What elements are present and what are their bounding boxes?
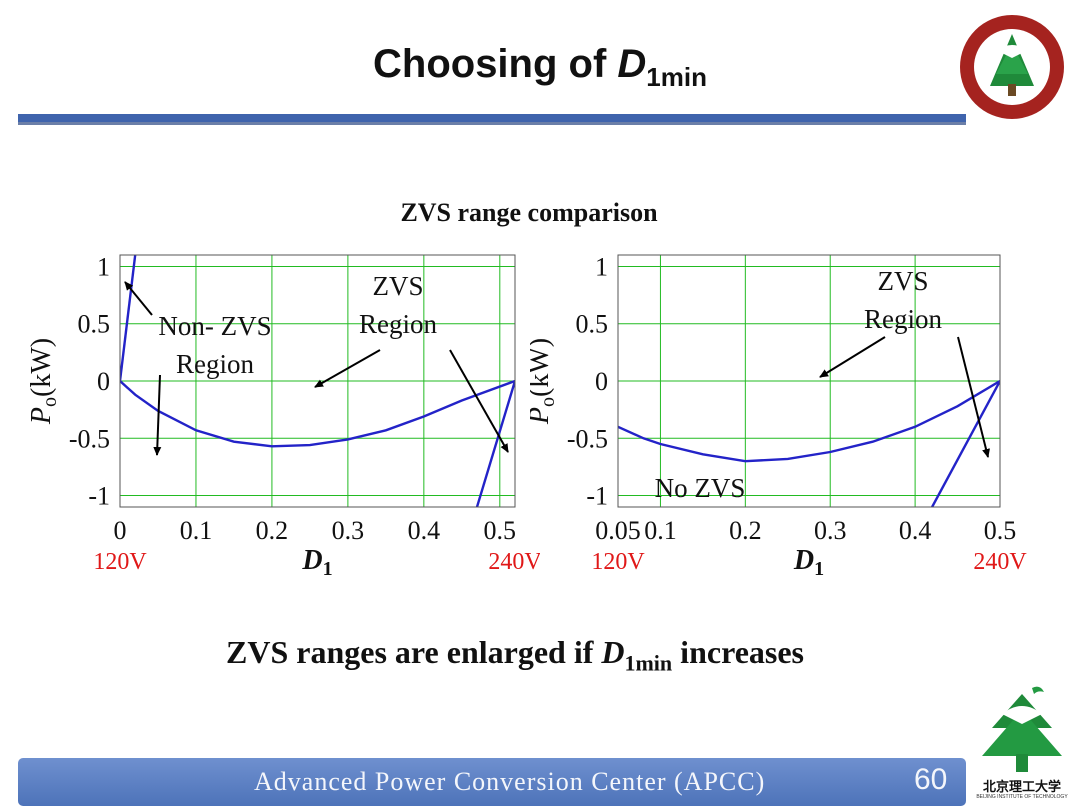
- x-end-voltage-label: 240V: [973, 549, 1027, 575]
- plot-frame: [617, 254, 1001, 508]
- y-axis-label: Po(kW): [30, 338, 61, 425]
- annotation-line: No ZVS: [655, 473, 746, 503]
- annotation-line: Region: [864, 304, 942, 334]
- annotation-arrow: [957, 336, 990, 458]
- x-axis-label: D1: [793, 545, 824, 580]
- x-tick-label: 0.5: [484, 516, 517, 545]
- x-tick-label: 0.2: [256, 516, 289, 545]
- series-line: [931, 380, 1000, 507]
- x-tick-label: 0.05: [595, 516, 641, 545]
- annotation-label: Non- ZVS Region: [158, 311, 271, 379]
- annotation-label: ZVS Region: [359, 271, 437, 339]
- annotation-label: No ZVS: [655, 473, 746, 503]
- university-seal-logo: [960, 15, 1064, 119]
- tree-icon: [982, 686, 1062, 772]
- x-start-voltage-label: 120V: [93, 549, 147, 575]
- y-tick-label: -0.5: [69, 424, 110, 453]
- y-axis-unit: (kW): [530, 338, 555, 397]
- y-tick-label: 0.5: [78, 310, 111, 339]
- y-axis-var: P: [530, 407, 555, 425]
- annotation-arrow: [314, 349, 381, 388]
- x-tick-label: 0: [114, 516, 127, 545]
- title-variable: D: [617, 42, 647, 86]
- chart-title: ZVS range comparison: [400, 198, 658, 227]
- annotation-arrow: [819, 336, 886, 378]
- x-tick-label: 0.1: [180, 516, 213, 545]
- x-axis-sub: 1: [323, 558, 333, 580]
- annotation-line: ZVS: [372, 271, 423, 301]
- conclusion-after: increases: [672, 634, 804, 670]
- x-axis-var: D: [301, 545, 322, 576]
- title-rule: [18, 114, 966, 125]
- x-tick-label: 0.3: [332, 516, 365, 545]
- x-end-voltage-label: 240V: [488, 549, 540, 575]
- plot-frame: [119, 254, 516, 508]
- series-line: [618, 379, 1000, 463]
- y-tick-label: 0: [595, 367, 608, 396]
- y-tick-label: -1: [88, 482, 110, 511]
- bit-logo: 北京理工大学 BEIJING INSTITUTE OF TECHNOLOGY: [972, 684, 1072, 806]
- x-axis-sub: 1: [814, 558, 824, 580]
- x-tick-label: 0.1: [644, 516, 677, 545]
- annotation-line: Region: [359, 309, 437, 339]
- annotation-arrow: [153, 374, 162, 456]
- y-axis-sub: o: [39, 397, 61, 407]
- annotation-arrow: [124, 281, 153, 316]
- conclusion-text: ZVS ranges are enlarged if D1min increas…: [0, 634, 1030, 676]
- annotation-line: Region: [176, 349, 254, 379]
- annotation-line: Non- ZVS: [158, 311, 271, 341]
- logo-subtext: BEIJING INSTITUTE OF TECHNOLOGY: [976, 794, 1068, 800]
- y-axis-label: Po(kW): [530, 338, 559, 425]
- y-tick-label: 0: [97, 367, 110, 396]
- annotation-line: ZVS: [877, 266, 928, 296]
- y-tick-label: 1: [97, 252, 110, 281]
- x-tick-label: 0.2: [729, 516, 762, 545]
- y-tick-label: 0.5: [576, 310, 609, 339]
- y-axis-sub: o: [537, 397, 559, 407]
- conclusion-variable: D: [601, 634, 625, 670]
- conclusion-subscript: 1min: [624, 650, 673, 676]
- y-tick-label: -0.5: [567, 424, 608, 453]
- y-axis-unit: (kW): [30, 338, 57, 397]
- series-line: [120, 255, 137, 382]
- annotation-label: ZVS Region: [864, 266, 942, 334]
- slide-title: Choosing of D1min: [0, 42, 1080, 93]
- y-tick-label: 1: [595, 252, 608, 281]
- chart-left: 0 0.1 0.2 0.3 0.4 0.5 1 0.5 0 -0.5 -1 Non- ZVS Regio…: [30, 252, 540, 580]
- y-axis-var: P: [30, 407, 57, 425]
- x-tick-label: 0.4: [408, 516, 441, 545]
- conclusion-before: ZVS ranges are enlarged if: [226, 634, 602, 670]
- series-line: [120, 379, 515, 448]
- x-tick-label: 0.4: [899, 516, 932, 545]
- series-line: [475, 380, 515, 507]
- title-prefix: Choosing of: [373, 42, 618, 86]
- title-subscript: 1min: [646, 62, 707, 92]
- x-tick-label: 0.5: [984, 516, 1017, 545]
- logo-text: 北京理工大学: [982, 779, 1061, 794]
- y-tick-label: -1: [586, 482, 608, 511]
- x-start-voltage-label: 120V: [591, 549, 645, 575]
- chart-right: 0.05 0.1 0.2 0.3 0.4 0.5 1 0.5 0 -0.5 -1 ZVS Region N…: [530, 252, 1027, 580]
- x-tick-label: 0.3: [814, 516, 847, 545]
- page-number: 60: [914, 763, 948, 796]
- footer-text: Advanced Power Conversion Center (APCC): [254, 767, 766, 796]
- annotation-arrow: [449, 349, 509, 453]
- x-axis-label: D1: [301, 545, 332, 580]
- x-axis-var: D: [793, 545, 814, 576]
- footer-bar: Advanced Power Conversion Center (APCC) …: [18, 758, 966, 806]
